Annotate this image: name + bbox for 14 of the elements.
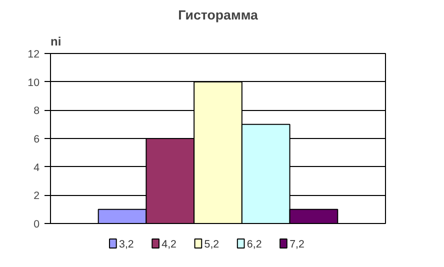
legend-label: 5,2 bbox=[204, 238, 220, 250]
y-tick-label: 2 bbox=[34, 190, 40, 202]
y-tick-label: 10 bbox=[28, 76, 40, 89]
legend-label: 6,2 bbox=[246, 238, 262, 250]
y-tick-label: 12 bbox=[28, 48, 40, 60]
legend-label: 4,2 bbox=[162, 238, 177, 250]
legend-label: 7,2 bbox=[290, 238, 304, 250]
y-axis-title: ni bbox=[50, 34, 62, 48]
y-tick-label: 8 bbox=[34, 105, 40, 118]
legend-label: 3,2 bbox=[119, 238, 134, 250]
y-tick-label: 0 bbox=[34, 218, 40, 230]
y-tick-label: 4 bbox=[34, 162, 40, 174]
y-tick-label: 6 bbox=[34, 134, 40, 146]
chart-title: Гисторамма bbox=[178, 8, 259, 22]
